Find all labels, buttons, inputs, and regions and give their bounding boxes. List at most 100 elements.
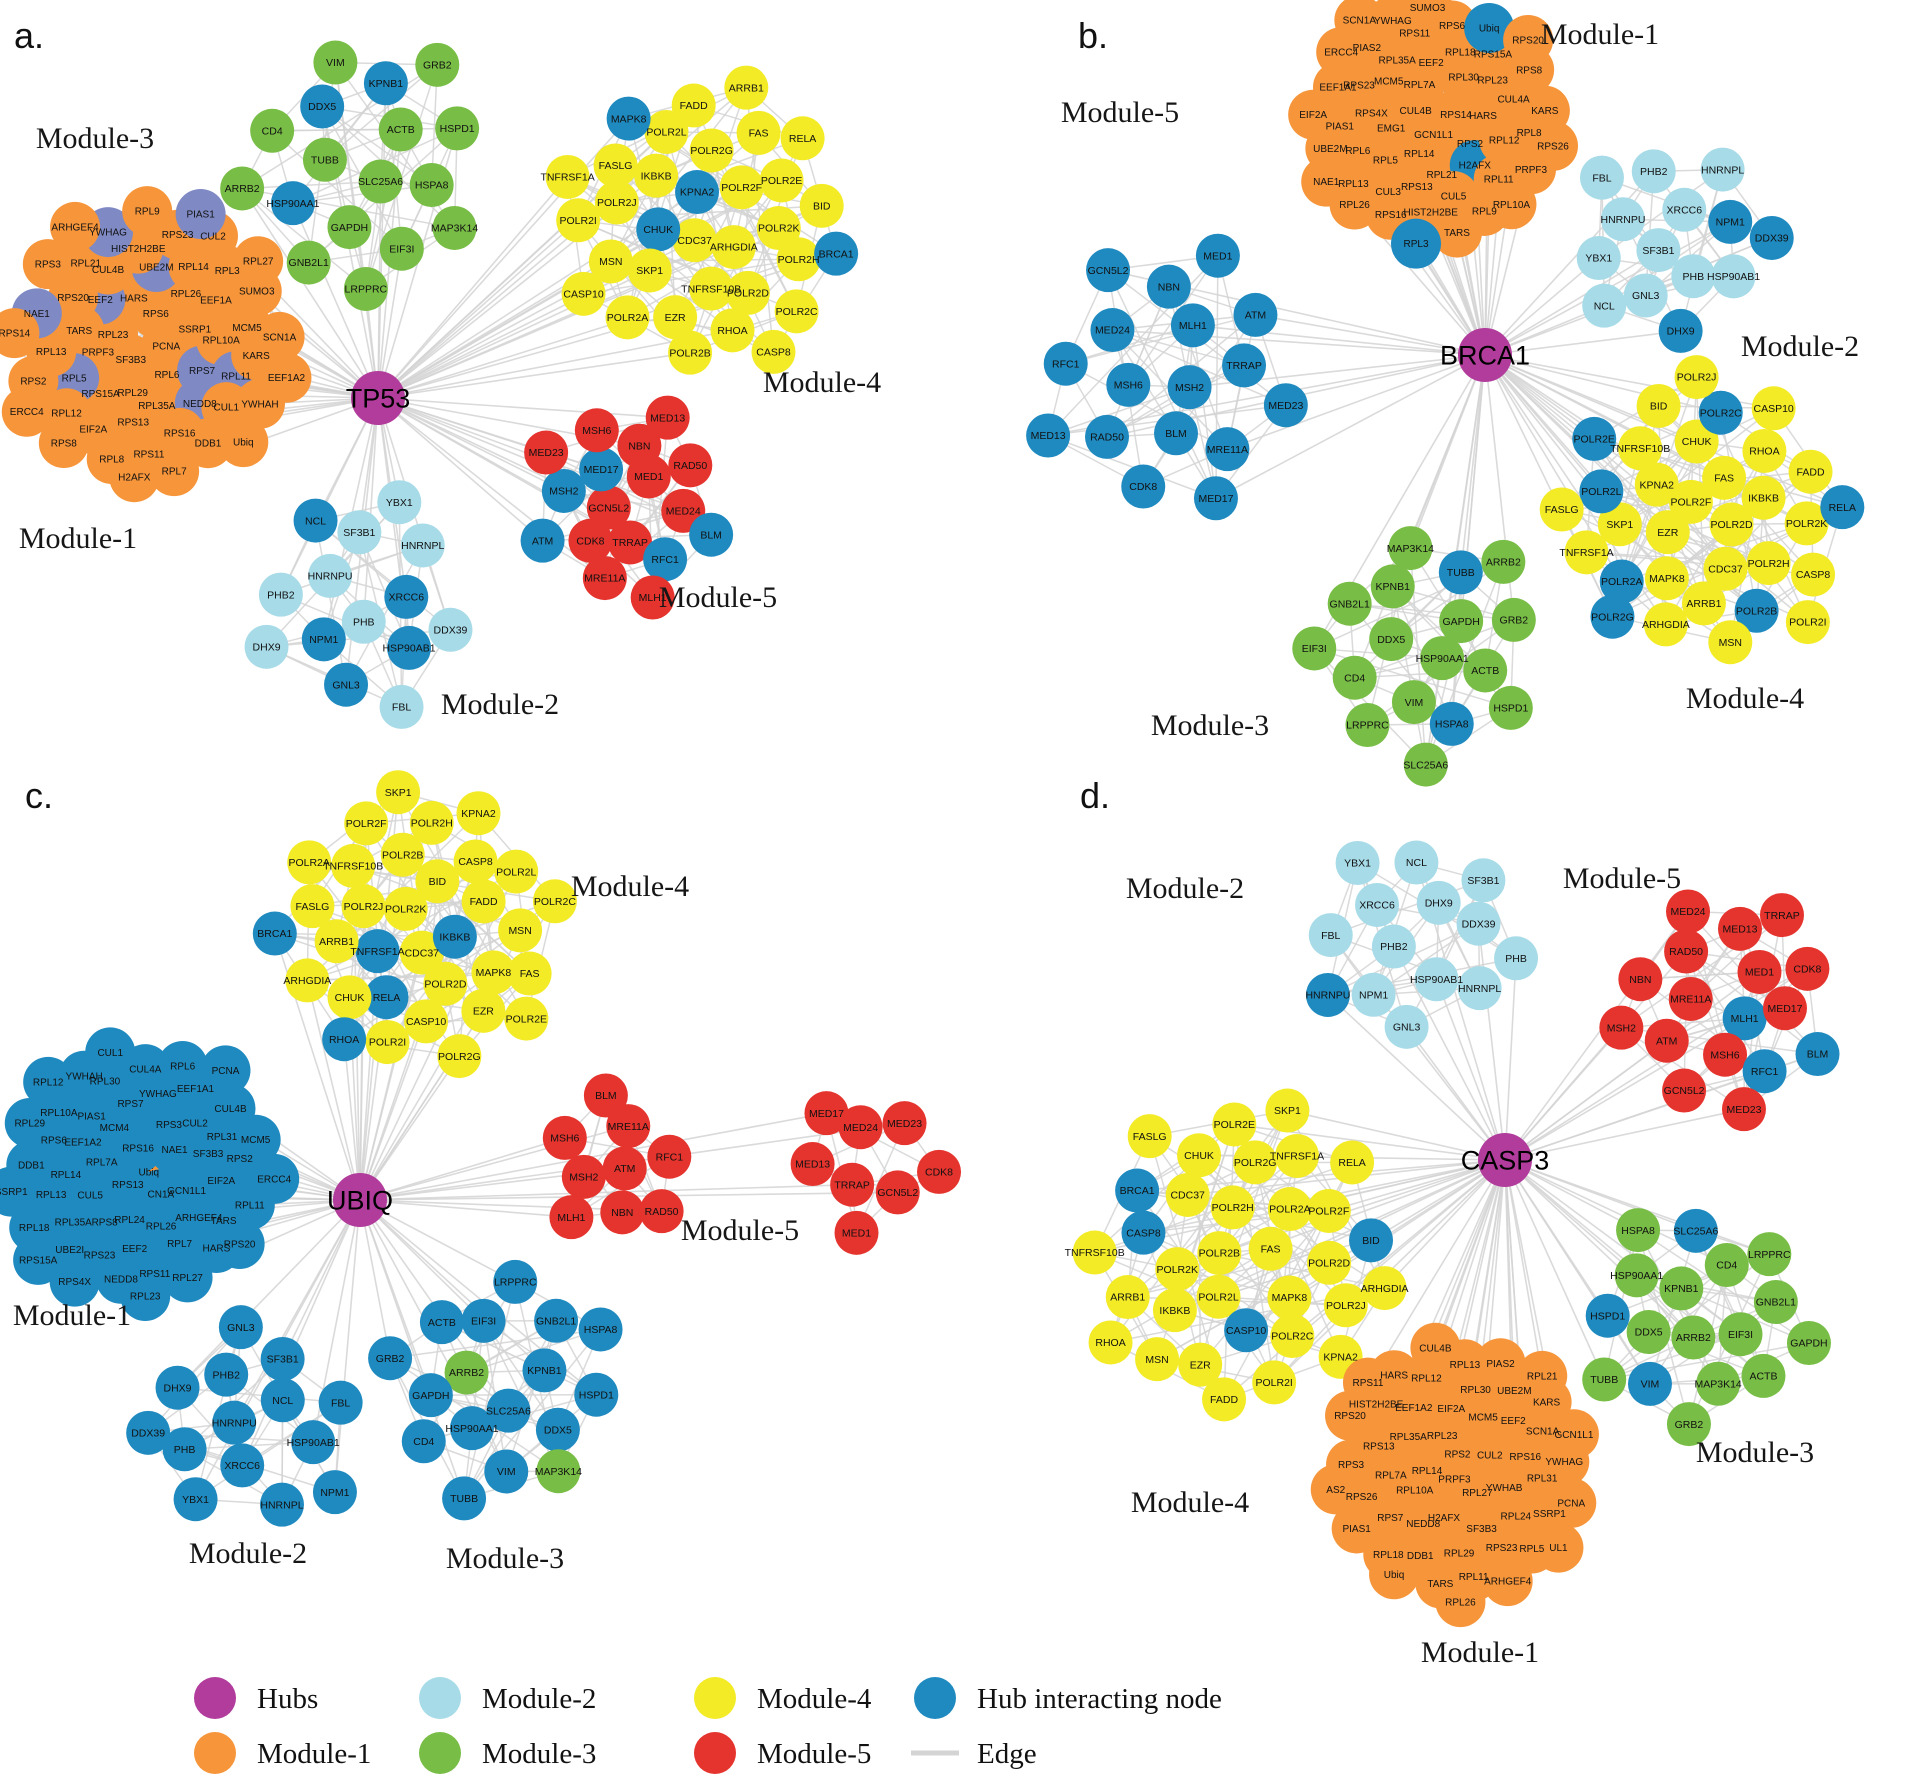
- node-label-KPNB1: KPNB1: [1376, 581, 1411, 593]
- node-label-GCN1L1: GCN1L1: [167, 1186, 206, 1197]
- node-label-RPL13: RPL13: [36, 1190, 67, 1201]
- node-label-ARRB2: ARRB2: [1486, 557, 1521, 569]
- node-label-IKBKB: IKBKB: [641, 170, 672, 182]
- node-label-TNFRSF1A: TNFRSF1A: [540, 172, 594, 184]
- module-label-module-1-panel-a: Module-1: [19, 522, 137, 555]
- node-label-MED17: MED17: [584, 464, 619, 476]
- node-label-RPS15A: RPS15A: [1474, 49, 1513, 60]
- panel-letter: d.: [1080, 775, 1110, 816]
- node-label-RPS11: RPS11: [139, 1269, 170, 1280]
- edge: [292, 202, 379, 399]
- node-label-POLR2H: POLR2H: [1212, 1202, 1254, 1214]
- node-label-RPL21: RPL21: [1427, 170, 1458, 181]
- node-label-Ubiq: Ubiq: [139, 1167, 160, 1178]
- node-label-POLR2L: POLR2L: [1581, 486, 1621, 498]
- legend-label-module-2: Module-2: [482, 1683, 596, 1715]
- node-label-CASP8: CASP8: [756, 347, 791, 359]
- node-label-RPL10A: RPL10A: [203, 336, 241, 347]
- node-label-RPS6: RPS6: [1439, 21, 1466, 32]
- edge: [466, 1328, 601, 1374]
- node-label-HSPD1: HSPD1: [1493, 703, 1528, 715]
- node-label-CASP8: CASP8: [1126, 1227, 1161, 1239]
- node-label-RPL7A: RPL7A: [1375, 1471, 1407, 1482]
- node-label-GRB2: GRB2: [376, 1353, 405, 1365]
- node-label-HSP90AA1: HSP90AA1: [1610, 1270, 1663, 1282]
- edge: [1047, 434, 1217, 499]
- node-label-BID: BID: [813, 200, 831, 212]
- edge: [377, 176, 569, 399]
- node-label-MAP3K14: MAP3K14: [1387, 543, 1434, 555]
- node-label-TARS: TARS: [211, 1216, 237, 1227]
- node-label-SLC25A6: SLC25A6: [358, 176, 403, 188]
- node-label-MCM5: MCM5: [1468, 1412, 1498, 1423]
- node-label-FASLG: FASLG: [1545, 504, 1579, 516]
- node-label-RPL6: RPL6: [1345, 146, 1370, 157]
- node-label-RPS20: RPS20: [57, 293, 89, 304]
- node-label-RPL12: RPL12: [1489, 136, 1520, 147]
- node-label-CHUK: CHUK: [643, 224, 673, 236]
- node-label-POLR2K: POLR2K: [758, 223, 799, 235]
- node-label-AS2: AS2: [1326, 1485, 1345, 1496]
- node-label-TARS: TARS: [66, 326, 92, 337]
- node-label-ATM: ATM: [1245, 310, 1266, 322]
- node-label-DDX39: DDX39: [434, 624, 468, 636]
- node-label-DDX5: DDX5: [1635, 1327, 1663, 1339]
- node-label-PIAS1: PIAS1: [77, 1111, 106, 1122]
- node-label-MED17: MED17: [809, 1108, 844, 1120]
- module-label-module-4-panel-c: Module-4: [571, 870, 689, 903]
- node-label-CHUK: CHUK: [1184, 1150, 1214, 1162]
- module-label-module-2-panel-b: Module-2: [1741, 330, 1859, 363]
- node-label-MSH6: MSH6: [550, 1133, 579, 1145]
- node-label-CUL2: CUL2: [1477, 1450, 1503, 1461]
- node-label-RPS8: RPS8: [92, 1218, 119, 1229]
- node-label-HSPA8: HSPA8: [1435, 719, 1469, 731]
- node-label-XRCC6: XRCC6: [1666, 204, 1702, 216]
- node-label-POLR2E: POLR2E: [506, 1013, 547, 1025]
- node-label-HSP90AA1: HSP90AA1: [445, 1423, 498, 1435]
- edge: [377, 219, 579, 399]
- node-label-NPM1: NPM1: [309, 634, 338, 646]
- node-label-RPL23: RPL23: [98, 330, 129, 341]
- node-label-POLR2C: POLR2C: [1271, 1331, 1313, 1343]
- edge: [359, 1199, 516, 1283]
- node-label-MSH6: MSH6: [582, 425, 611, 437]
- node-label-MAP3K14: MAP3K14: [535, 1466, 582, 1478]
- node-label-GNL3: GNL3: [1393, 1022, 1421, 1034]
- node-label-CUL4B: CUL4B: [1400, 106, 1433, 117]
- edge: [1112, 329, 1245, 367]
- node-label-KPNB1: KPNB1: [369, 78, 404, 90]
- node-label-NCL: NCL: [1594, 300, 1615, 312]
- node-label-GCN1L1: GCN1L1: [1554, 1430, 1593, 1441]
- node-label-POLR2A: POLR2A: [1269, 1204, 1310, 1216]
- node-label-HARS: HARS: [1469, 111, 1497, 122]
- node-label-LRPPRC: LRPPRC: [494, 1277, 537, 1289]
- node-label-FADD: FADD: [680, 100, 708, 112]
- node-label-MED24: MED24: [666, 506, 701, 518]
- edge: [359, 1137, 566, 1201]
- node-label-MED24: MED24: [1671, 906, 1706, 918]
- node-label-HSPD1: HSPD1: [579, 1389, 614, 1401]
- edge: [1107, 269, 1217, 499]
- edge: [359, 1199, 465, 1499]
- node-label-YWHAB: YWHAB: [1486, 1483, 1523, 1494]
- node-label-RPS20: RPS20: [1334, 1411, 1366, 1422]
- edge: [1504, 1159, 1605, 1380]
- panel-letter: a.: [14, 15, 44, 56]
- node-label-RPL26: RPL26: [1445, 1598, 1476, 1609]
- node-label-RAD50: RAD50: [673, 460, 707, 472]
- node-label-RPS3: RPS3: [35, 260, 62, 271]
- node-label-RPL12: RPL12: [1411, 1374, 1442, 1385]
- node-label-RPL13: RPL13: [1338, 179, 1369, 190]
- node-label-RPL6: RPL6: [170, 1061, 195, 1072]
- node-label-ARHGEF4: ARHGEF4: [51, 222, 99, 233]
- node-label-SF3B3: SF3B3: [115, 355, 146, 366]
- edge: [306, 980, 361, 1201]
- node-label-MCM5: MCM5: [1374, 76, 1404, 87]
- node-label-EIF2A: EIF2A: [1299, 110, 1327, 121]
- node-label-TNFRSF1A: TNFRSF1A: [1559, 547, 1613, 559]
- node-label-EEF2: EEF2: [1419, 58, 1444, 69]
- node-label-RAD50: RAD50: [645, 1206, 679, 1218]
- node-label-MSN: MSN: [599, 256, 622, 268]
- node-label-RPS2: RPS2: [20, 377, 47, 388]
- module-label-module-1-panel-b: Module-1: [1541, 18, 1659, 51]
